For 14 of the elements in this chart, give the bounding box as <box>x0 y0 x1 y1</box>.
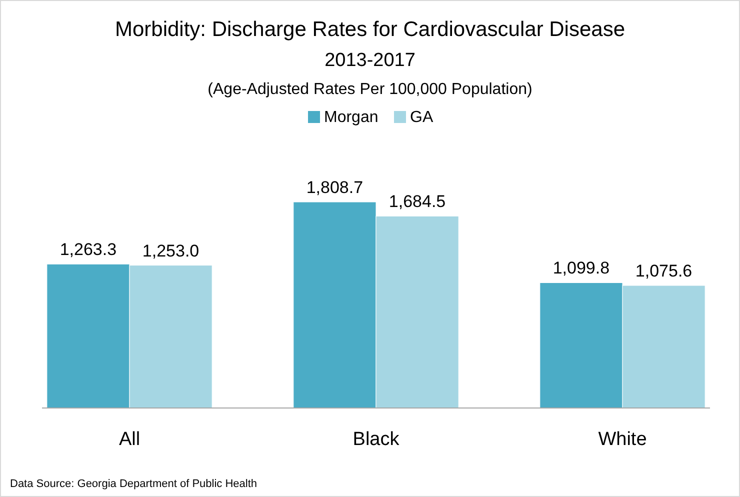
x-tick-label: All <box>118 429 140 450</box>
data-label: 1,253.0 <box>142 241 200 260</box>
data-label: 1,075.6 <box>635 261 692 280</box>
legend-label: GA <box>410 109 434 126</box>
data-label: 1,099.8 <box>552 258 610 278</box>
chart-title: Morbidity: Discharge Rates for Cardiovascular Disease <box>114 18 626 41</box>
x-tick-label: Black <box>352 429 400 450</box>
data-label: 1,263.3 <box>60 240 117 260</box>
x-tick-label: White <box>598 429 647 450</box>
chart-subtitle: 2013-2017 (Age-Adjusted Rates Per 100,000 Population) <box>208 50 532 98</box>
legend-label: Morgan <box>324 109 378 126</box>
data-label: 1,684.5 <box>388 192 446 212</box>
source-note: Data Source: Georgia Department of Public Health <box>10 478 258 490</box>
data-label: 1,808.7 <box>306 178 364 197</box>
